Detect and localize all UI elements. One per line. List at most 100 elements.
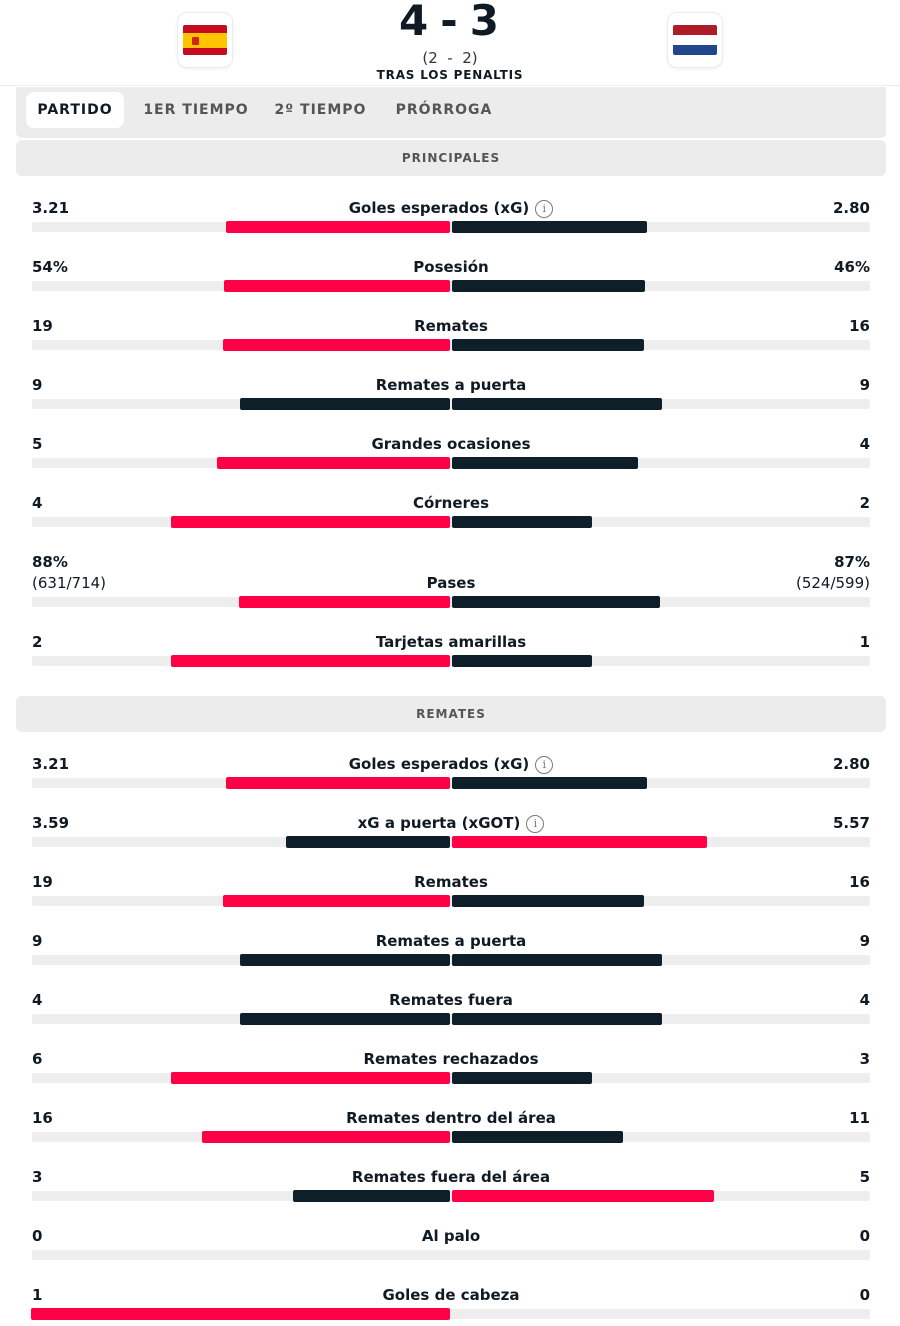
period-tabs: PARTIDO 1ER TIEMPO 2º TIEMPO PRÓRROGA — [16, 87, 886, 138]
away-stat-bar — [452, 1131, 623, 1143]
section-header-0: PRINCIPALES — [16, 140, 886, 176]
home-stat-bar — [226, 221, 450, 233]
home-stat-bar — [171, 655, 450, 667]
stat-row: 6 3 Remates rechazados — [32, 1050, 870, 1090]
away-stat-value: 46% — [834, 258, 870, 276]
tab-partido[interactable]: PARTIDO — [26, 92, 124, 128]
tab-prorroga[interactable]: PRÓRROGA — [395, 102, 493, 118]
stat-bar-track — [32, 280, 870, 292]
home-stat-bar — [226, 777, 450, 789]
home-stat-value: 6 — [32, 1050, 43, 1068]
away-stat-value: 2.80 — [832, 755, 870, 773]
stat-bar-track — [32, 1072, 870, 1084]
away-stat-value: 4 — [859, 991, 870, 1009]
away-stat-bar — [452, 1013, 662, 1025]
away-stat-bar — [452, 777, 647, 789]
home-stat-bar — [240, 398, 450, 410]
stat-label-text: Goles de cabeza — [382, 1286, 520, 1304]
netherlands-flag-icon — [673, 25, 717, 55]
info-icon[interactable]: i — [526, 815, 545, 833]
away-stat-detail: (524/599) — [795, 574, 870, 592]
stat-label: Córneres — [32, 494, 870, 512]
home-stat-value: 19 — [32, 317, 53, 335]
stat-bar-track — [32, 1013, 870, 1025]
score-separator: - — [440, 0, 460, 45]
home-stat-bar — [286, 836, 450, 848]
stat-label: Remates fuera — [32, 991, 870, 1009]
away-stat-bar — [452, 655, 592, 667]
section-header-1: REMATES — [16, 696, 886, 732]
stat-row: 16 11 Remates dentro del área — [32, 1109, 870, 1149]
home-stat-value: 9 — [32, 376, 43, 394]
stat-label-text: xG a puerta (xGOT) — [357, 814, 521, 832]
home-stat-value: 3.59 — [32, 814, 70, 832]
stat-label: Al palo — [32, 1227, 870, 1245]
away-stat-value: 2 — [859, 494, 870, 512]
stat-label-text: Remates a puerta — [375, 376, 527, 394]
stat-label-text: Al palo — [421, 1227, 481, 1245]
stat-label: Remates dentro del área — [32, 1109, 870, 1127]
tab-2o-tiempo[interactable]: 2º TIEMPO — [274, 102, 367, 118]
stat-bar-track — [32, 339, 870, 351]
away-stat-value: 3 — [859, 1050, 870, 1068]
home-team-badge[interactable] — [177, 12, 233, 68]
away-stat-value: 4 — [859, 435, 870, 453]
stat-row: 5 4 Grandes ocasiones — [32, 435, 870, 475]
away-stat-bar — [452, 221, 647, 233]
home-stat-bar — [239, 596, 450, 608]
stat-label-text: Córneres — [412, 494, 490, 512]
home-stat-bar — [171, 516, 450, 528]
away-stat-bar — [452, 836, 707, 848]
stat-label-text: Pases — [426, 574, 476, 592]
home-stat-value: 9 — [32, 932, 43, 950]
info-icon[interactable]: i — [535, 756, 554, 774]
stat-label-text: Remates — [414, 317, 488, 335]
stat-label: Remates fuera del área — [32, 1168, 870, 1186]
stat-label-text: Remates — [414, 873, 488, 891]
home-stat-value: 88% — [32, 553, 68, 571]
regular-time-score: (2 - 2) — [422, 49, 478, 67]
stat-label-text: Tarjetas amarillas — [375, 633, 527, 651]
home-stat-value: 3 — [32, 1168, 43, 1186]
stat-label: Pases — [32, 574, 870, 592]
stat-label-text: Remates rechazados — [363, 1050, 539, 1068]
stat-label: Remates a puerta — [32, 376, 870, 394]
stat-label-text: Posesión — [413, 258, 489, 276]
away-stat-value: 9 — [859, 932, 870, 950]
away-stat-value: 9 — [859, 376, 870, 394]
stat-bar-track — [32, 398, 870, 410]
stat-row: 19 16 Remates — [32, 317, 870, 357]
stat-label: Remates — [32, 873, 870, 891]
info-icon[interactable]: i — [535, 200, 554, 218]
stat-bar-track — [32, 895, 870, 907]
spain-flag-icon — [183, 25, 227, 55]
stat-bar-track — [32, 836, 870, 848]
away-stat-value: 16 — [849, 317, 870, 335]
stat-row: 3.21 2.80 Goles esperados (xG) i — [32, 755, 870, 795]
home-score: 4 — [399, 0, 431, 45]
stat-label-text: Goles esperados (xG) — [348, 199, 530, 217]
tab-1er-tiempo[interactable]: 1ER TIEMPO — [143, 102, 249, 118]
stat-label-text: Goles esperados (xG) — [348, 755, 530, 773]
home-stat-bar — [223, 339, 450, 351]
stat-label: xG a puerta (xGOT) i — [32, 814, 870, 833]
home-stat-value: 0 — [32, 1227, 43, 1245]
stat-bar-track — [32, 516, 870, 528]
home-stat-value: 3.21 — [32, 199, 70, 217]
home-stat-value: 4 — [32, 494, 43, 512]
away-stat-value: 5 — [859, 1168, 870, 1186]
stat-label: Goles de cabeza — [32, 1286, 870, 1304]
home-stat-value: 4 — [32, 991, 43, 1009]
away-stat-bar — [452, 596, 660, 608]
stat-bar-track — [32, 457, 870, 469]
stat-bar-track — [31, 1308, 870, 1320]
away-stat-value: 11 — [849, 1109, 870, 1127]
home-stat-value: 1 — [32, 1286, 43, 1304]
away-stat-value: 16 — [849, 873, 870, 891]
away-stat-value: 0 — [859, 1286, 870, 1304]
stat-bar-track — [32, 777, 870, 789]
away-team-badge[interactable] — [667, 12, 723, 68]
stat-row: 0 0 Al palo — [32, 1227, 870, 1267]
stat-row: 88% 87% (631/714) (524/599) Pases — [32, 553, 870, 608]
final-score: 4-3 — [0, 0, 900, 45]
